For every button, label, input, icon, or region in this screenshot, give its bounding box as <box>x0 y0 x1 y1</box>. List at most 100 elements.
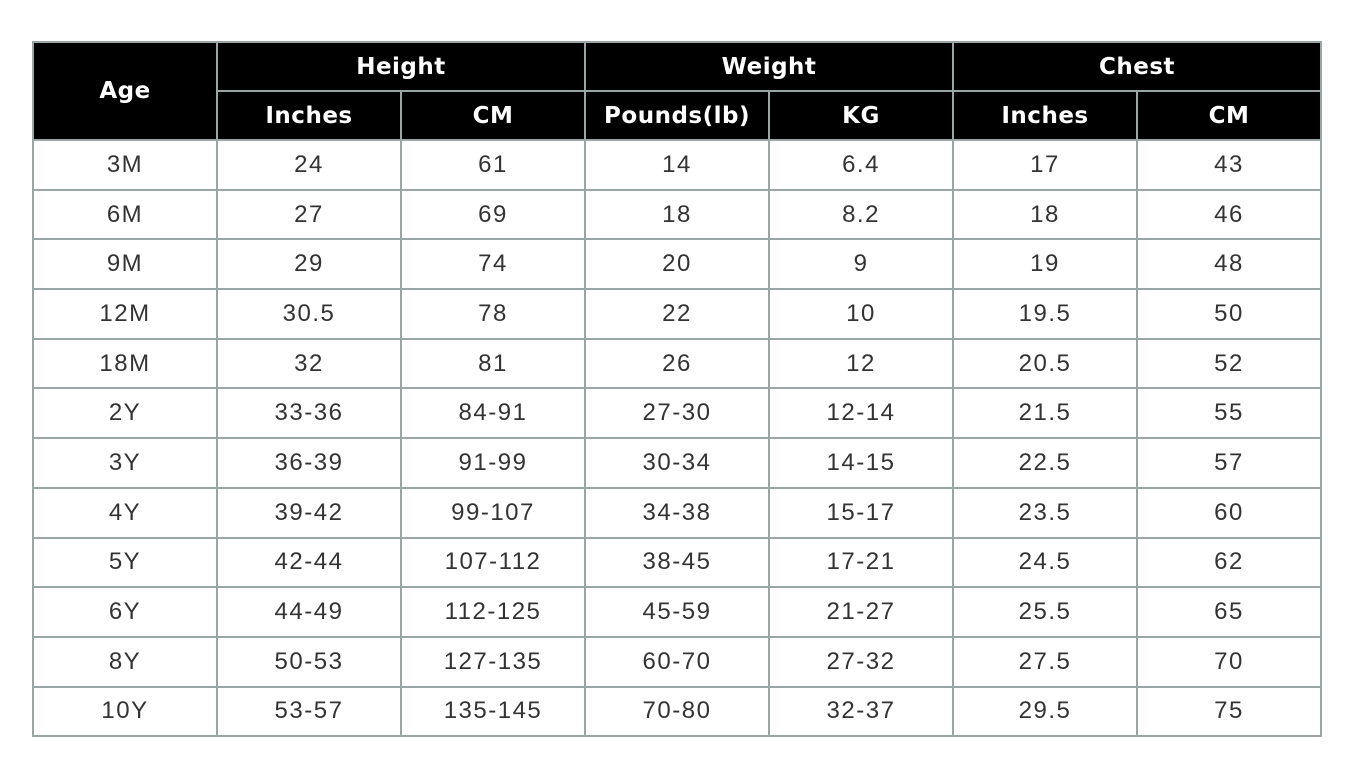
cell-weight-kg: 12 <box>768 337 954 390</box>
cell-height-inches: 27 <box>216 188 402 241</box>
cell-height-inches: 32 <box>216 337 402 390</box>
cell-height-inches: 53-57 <box>216 685 402 738</box>
header-chest-inches: Inches <box>952 90 1138 141</box>
cell-chest-inches: 21.5 <box>952 387 1138 440</box>
cell-height-cm: 112-125 <box>400 586 586 638</box>
cell-chest-inches: 25.5 <box>952 586 1138 638</box>
cell-weight-lb: 38-45 <box>584 536 770 589</box>
cell-age: 3M <box>32 139 218 191</box>
header-row-units: Inches CM Pounds(lb) KG Inches CM <box>33 90 1322 141</box>
cell-chest-inches: 19 <box>952 238 1138 291</box>
cell-weight-lb: 26 <box>584 337 770 390</box>
cell-chest-inches: 22.5 <box>952 437 1138 489</box>
cell-age: 9M <box>32 238 218 291</box>
cell-chest-inches: 18 <box>952 188 1138 241</box>
cell-weight-lb: 30-34 <box>584 437 770 489</box>
cell-weight-kg: 15-17 <box>768 486 954 539</box>
cell-height-inches: 33-36 <box>216 387 402 440</box>
cell-height-inches: 44-49 <box>216 586 402 638</box>
cell-weight-kg: 10 <box>768 288 954 340</box>
cell-weight-lb: 45-59 <box>584 586 770 638</box>
cell-age: 8Y <box>32 635 218 688</box>
cell-height-inches: 50-53 <box>216 635 402 688</box>
cell-weight-kg: 27-32 <box>768 635 954 688</box>
cell-height-cm: 61 <box>400 139 586 191</box>
cell-height-cm: 84-91 <box>400 387 586 440</box>
header-chest: Chest <box>952 41 1322 92</box>
header-weight-kg: KG <box>768 90 954 141</box>
cell-chest-cm: 60 <box>1136 486 1322 539</box>
cell-chest-cm: 55 <box>1136 387 1322 440</box>
cell-age: 4Y <box>32 486 218 539</box>
table-row: 8Y 50-53 127-135 60-70 27-32 27.5 70 <box>32 635 1322 688</box>
cell-weight-kg: 14-15 <box>768 437 954 489</box>
cell-height-cm: 81 <box>400 337 586 390</box>
table-row: 2Y 33-36 84-91 27-30 12-14 21.5 55 <box>32 387 1322 440</box>
table-row: 5Y 42-44 107-112 38-45 17-21 24.5 62 <box>32 536 1322 589</box>
table-row: 12M 30.5 78 22 10 19.5 50 <box>32 288 1322 340</box>
cell-chest-cm: 46 <box>1136 188 1322 241</box>
table-row: 6M 27 69 18 8.2 18 46 <box>32 188 1322 241</box>
cell-chest-cm: 75 <box>1136 685 1322 738</box>
cell-height-cm: 127-135 <box>400 635 586 688</box>
cell-height-inches: 42-44 <box>216 536 402 589</box>
cell-chest-cm: 57 <box>1136 437 1322 489</box>
size-chart-table: Age Height Weight Chest Inches CM Pounds… <box>32 41 1322 738</box>
cell-chest-cm: 43 <box>1136 139 1322 191</box>
cell-weight-lb: 20 <box>584 238 770 291</box>
cell-height-cm: 74 <box>400 238 586 291</box>
cell-chest-inches: 27.5 <box>952 635 1138 688</box>
cell-weight-lb: 22 <box>584 288 770 340</box>
header-chest-cm: CM <box>1136 90 1322 141</box>
cell-height-cm: 69 <box>400 188 586 241</box>
table-row: 3Y 36-39 91-99 30-34 14-15 22.5 57 <box>32 437 1322 489</box>
cell-age: 6M <box>32 188 218 241</box>
cell-height-cm: 78 <box>400 288 586 340</box>
cell-height-cm: 91-99 <box>400 437 586 489</box>
cell-chest-inches: 19.5 <box>952 288 1138 340</box>
header-height-cm: CM <box>400 90 586 141</box>
cell-weight-kg: 6.4 <box>768 139 954 191</box>
cell-age: 18M <box>32 337 218 390</box>
cell-height-inches: 29 <box>216 238 402 291</box>
cell-weight-kg: 12-14 <box>768 387 954 440</box>
cell-age: 10Y <box>32 685 218 738</box>
header-weight-lb: Pounds(lb) <box>584 90 770 141</box>
table-row: 3M 24 61 14 6.4 17 43 <box>32 139 1322 191</box>
cell-chest-cm: 62 <box>1136 536 1322 589</box>
header-height-inches: Inches <box>216 90 402 141</box>
table-body: 3M 24 61 14 6.4 17 43 6M 27 69 18 8.2 18 46 9M 29 74 20 9 1… <box>32 139 1322 738</box>
cell-weight-lb: 70-80 <box>584 685 770 738</box>
cell-weight-lb: 34-38 <box>584 486 770 539</box>
cell-height-inches: 39-42 <box>216 486 402 539</box>
header-weight: Weight <box>584 41 954 92</box>
cell-height-cm: 135-145 <box>400 685 586 738</box>
cell-chest-inches: 24.5 <box>952 536 1138 589</box>
table-row: 10Y 53-57 135-145 70-80 32-37 29.5 75 <box>32 685 1322 738</box>
cell-weight-kg: 9 <box>768 238 954 291</box>
cell-weight-kg: 32-37 <box>768 685 954 738</box>
cell-height-inches: 30.5 <box>216 288 402 340</box>
cell-height-cm: 107-112 <box>400 536 586 589</box>
cell-weight-lb: 14 <box>584 139 770 191</box>
cell-weight-kg: 21-27 <box>768 586 954 638</box>
cell-age: 2Y <box>32 387 218 440</box>
header-row-groups: Age Height Weight Chest <box>32 41 1322 141</box>
cell-chest-inches: 23.5 <box>952 486 1138 539</box>
cell-height-inches: 36-39 <box>216 437 402 489</box>
cell-age: 5Y <box>32 536 218 589</box>
cell-height-cm: 99-107 <box>400 486 586 539</box>
cell-age: 6Y <box>32 586 218 638</box>
cell-chest-cm: 48 <box>1136 238 1322 291</box>
cell-weight-lb: 27-30 <box>584 387 770 440</box>
cell-age: 12M <box>32 288 218 340</box>
cell-chest-cm: 50 <box>1136 288 1322 340</box>
cell-chest-cm: 65 <box>1136 586 1322 638</box>
cell-chest-inches: 17 <box>952 139 1138 191</box>
table-row: 6Y 44-49 112-125 45-59 21-27 25.5 65 <box>32 586 1322 638</box>
cell-chest-cm: 70 <box>1136 635 1322 688</box>
cell-chest-inches: 29.5 <box>952 685 1138 738</box>
cell-weight-lb: 18 <box>584 188 770 241</box>
table-row: 18M 32 81 26 12 20.5 52 <box>32 337 1322 390</box>
table-row: 9M 29 74 20 9 19 48 <box>32 238 1322 291</box>
